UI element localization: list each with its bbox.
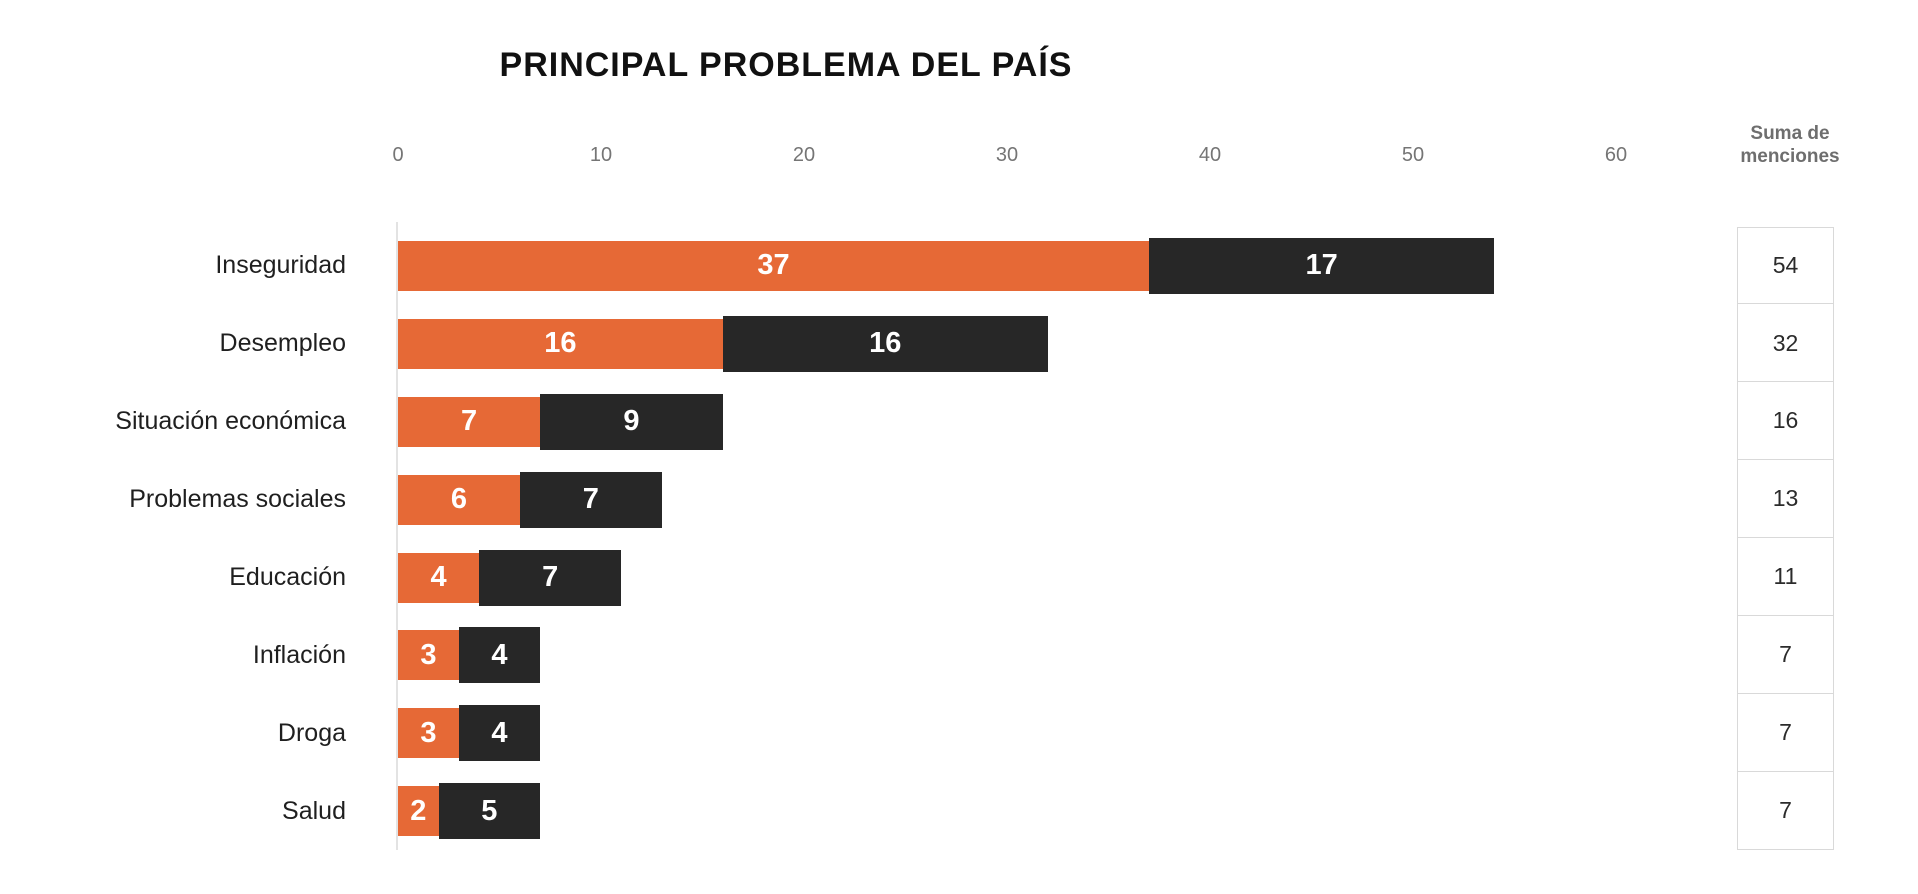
bar-segment-black-segment: 16 [722,315,1048,372]
bar-row: 37 17 [398,227,1495,305]
axis-tick-label: 0 [392,144,404,166]
chart-title: PRINCIPAL PROBLEMA DEL PAÍS [499,46,1073,84]
sum-cell: 11 [1737,537,1834,617]
bar-value-label: 7 [542,561,559,594]
bar-value-label: 16 [544,327,577,360]
bar-segment-orange-segment: 16 [398,318,723,369]
sum-cell: 7 [1737,770,1834,851]
category-label: Inflación [252,640,346,669]
category-label: Problemas sociales [129,485,346,514]
axis-tick-label: 50 [1401,144,1425,166]
bar-value-label: 3 [420,638,437,671]
bar-segment-orange-segment: 37 [398,240,1150,291]
category-label: Droga [277,718,346,747]
bar-segment-orange-segment: 4 [398,552,480,603]
category-label: Salud [282,796,346,825]
sum-cell: 54 [1737,227,1834,305]
axis-tick-label: 30 [995,144,1019,166]
sum-cell: 7 [1737,692,1834,773]
bar-segment-black-segment: 7 [519,471,662,528]
bar-value-label: 3 [420,716,437,749]
axis-baseline [396,222,398,850]
category-label: Desempleo [219,329,346,358]
bar-segment-black-segment: 7 [479,549,622,606]
bar-segment-black-segment: 5 [438,783,541,840]
sum-column-header: Suma de menciones [1740,123,1840,167]
category-label: Inseguridad [215,251,346,280]
sum-cell: 7 [1737,615,1834,695]
bar-value-label: 37 [757,249,790,282]
axis-tick-label: 40 [1198,144,1222,166]
bar-segment-orange-segment: 3 [398,708,459,759]
bar-value-label: 6 [450,483,467,516]
bar-segment-black-segment: 4 [458,705,541,762]
category-label: Situación económica [115,407,346,436]
bar-value-label: 2 [410,794,427,827]
bar-value-label: 4 [430,561,447,594]
bar-value-label: 16 [869,327,902,360]
sum-cell: 13 [1737,459,1834,539]
bar-segment-orange-segment: 2 [398,786,439,837]
axis-tick-label: 60 [1604,144,1628,166]
bar-value-label: 17 [1305,249,1338,282]
bar-value-label: 7 [460,405,478,438]
sum-cell: 32 [1737,303,1834,383]
sum-cell: 16 [1737,381,1834,461]
bar-segment-black-segment: 9 [540,393,723,450]
bar-value-label: 5 [481,794,498,827]
bar-value-label: 4 [491,716,508,749]
bar-value-label: 7 [582,483,599,516]
bar-segment-black-segment: 17 [1149,237,1495,294]
bar-segment-black-segment: 4 [458,627,541,684]
bar-segment-orange-segment: 6 [398,474,520,525]
category-label: Educación [229,563,346,592]
bar-segment-orange-segment: 7 [398,396,541,447]
bar-row: 16 16 [398,305,1048,383]
axis-tick-label: 10 [589,144,613,166]
bar-value-label: 4 [491,638,508,671]
bar-value-label: 9 [623,405,640,438]
bar-segment-orange-segment: 3 [398,630,459,681]
axis-tick-label: 20 [792,144,816,166]
